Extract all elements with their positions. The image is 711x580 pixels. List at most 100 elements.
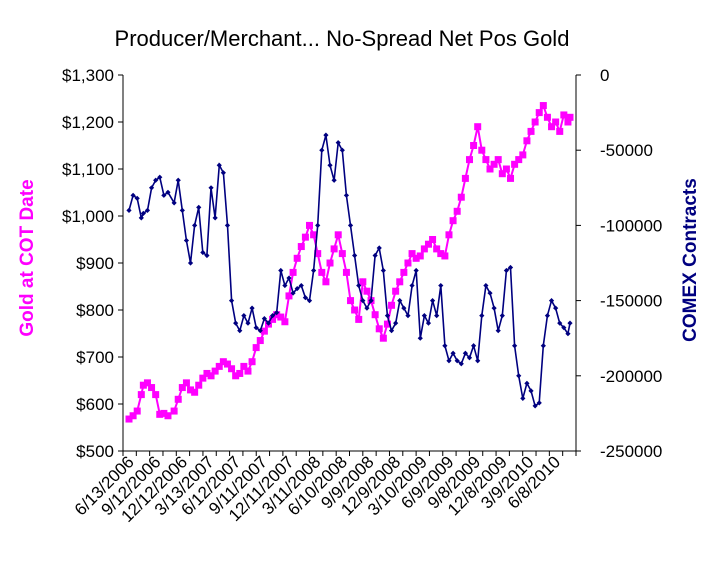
- gold-price-point: [191, 388, 199, 396]
- gold-price-point: [527, 127, 535, 135]
- comex-contracts-point: [290, 290, 296, 296]
- gold-price-point: [566, 113, 574, 121]
- gold-price-point: [556, 127, 564, 135]
- comex-contracts-point: [553, 305, 559, 311]
- comex-contracts-point: [294, 285, 300, 292]
- gold-price-point: [170, 407, 178, 415]
- gold-price-point: [494, 156, 502, 164]
- gold-price-point: [236, 369, 244, 377]
- comex-contracts-point: [144, 207, 151, 213]
- gold-price-point: [164, 412, 172, 420]
- comex-contracts-point: [507, 264, 514, 271]
- gold-price-point: [277, 313, 285, 321]
- gold-price-point: [437, 250, 445, 258]
- gold-price-point: [293, 254, 301, 262]
- comex-contracts-point: [495, 328, 501, 334]
- gold-price-point: [285, 292, 293, 300]
- gold-price-point: [478, 146, 486, 154]
- comex-contracts-point: [544, 313, 551, 319]
- gold-price-point: [143, 379, 151, 387]
- gold-price-point: [326, 259, 334, 267]
- y-right-tick-label: -150000: [600, 292, 662, 311]
- comex-contracts-point: [335, 140, 341, 146]
- gold-price-point: [174, 395, 182, 403]
- comex-contracts-point: [200, 249, 206, 256]
- gold-price-point: [359, 278, 367, 286]
- comex-contracts-point: [458, 361, 464, 367]
- gold-price-point: [156, 410, 164, 418]
- gold-price-point: [297, 243, 305, 251]
- comex-contracts-point: [339, 147, 345, 153]
- comex-contracts-point: [503, 267, 510, 274]
- gold-price-point: [355, 315, 363, 323]
- comex-contracts-point: [126, 207, 132, 213]
- comex-contracts-point: [352, 252, 358, 259]
- comex-contracts-point: [153, 177, 159, 183]
- comex-contracts-point: [528, 388, 534, 394]
- y-left-tick-label: $1,000: [62, 207, 114, 226]
- gold-price-point: [404, 259, 412, 267]
- comex-contracts-point: [196, 204, 202, 210]
- gold-price-point: [535, 109, 543, 117]
- gold-price-point: [139, 381, 147, 389]
- comex-contracts-point: [372, 252, 378, 259]
- gold-price-point: [125, 415, 133, 423]
- gold-price-point: [371, 311, 379, 319]
- gold-price-point: [396, 278, 404, 286]
- gold-price-point: [388, 301, 396, 309]
- comex-contracts-point: [557, 320, 563, 326]
- comex-contracts-point: [567, 320, 573, 326]
- comex-contracts-point: [446, 358, 452, 364]
- gold-price-point: [203, 369, 211, 377]
- y-left-tick-label: $600: [76, 395, 114, 414]
- comex-contracts-point: [520, 395, 526, 401]
- comex-contracts-point: [565, 331, 571, 337]
- comex-contracts-point: [364, 305, 370, 311]
- gold-price-point: [490, 160, 498, 168]
- gold-price-point: [531, 118, 539, 126]
- gold-price-point: [461, 174, 469, 182]
- comex-contracts-point: [175, 177, 181, 183]
- y-left-tick-label: $900: [76, 254, 114, 273]
- comex-contracts-point: [548, 298, 555, 304]
- gold-price-point: [211, 367, 219, 375]
- comex-contracts-point: [532, 403, 538, 409]
- comex-contracts-point: [475, 358, 481, 364]
- comex-contracts-point: [165, 189, 171, 195]
- gold-price-point: [322, 278, 330, 286]
- comex-contracts-point: [311, 267, 317, 274]
- gold-price-point: [152, 391, 160, 399]
- comex-contracts-point: [331, 177, 337, 183]
- comex-contracts-point: [413, 267, 419, 274]
- gold-price-point: [392, 287, 400, 295]
- gold-price-point: [338, 250, 346, 258]
- comex-contracts-point: [257, 328, 263, 334]
- gold-price-point: [400, 268, 408, 276]
- gold-price-point: [383, 320, 391, 328]
- comex-contracts-point: [298, 282, 304, 289]
- comex-contracts-point: [393, 320, 399, 326]
- gold-price-point: [375, 325, 383, 333]
- comex-contracts-point: [479, 313, 485, 319]
- y-left-tick-label: $1,200: [62, 113, 114, 132]
- comex-contracts-point: [380, 267, 386, 274]
- comex-contracts-point: [261, 316, 267, 322]
- y-axis-left-label: Gold at COT Date: [17, 179, 38, 336]
- comex-contracts-point: [253, 325, 259, 331]
- comex-contracts-point: [241, 313, 247, 319]
- comex-contracts-point: [540, 343, 546, 349]
- gold-price-point: [228, 365, 236, 373]
- y-right-tick-label: -50000: [600, 141, 653, 160]
- gold-price-point: [424, 240, 432, 248]
- gold-price-point: [416, 252, 424, 260]
- comex-contracts-point: [306, 298, 313, 304]
- comex-contracts-point: [499, 313, 505, 319]
- gold-price-point: [502, 165, 510, 173]
- gold-price-point: [334, 231, 342, 239]
- gold-price-point: [199, 374, 207, 382]
- comex-contracts-point: [134, 195, 140, 201]
- gold-price-point: [539, 102, 547, 110]
- comex-contracts-point: [409, 282, 415, 289]
- comex-contracts-point: [323, 132, 329, 138]
- comex-contracts-point: [161, 192, 167, 198]
